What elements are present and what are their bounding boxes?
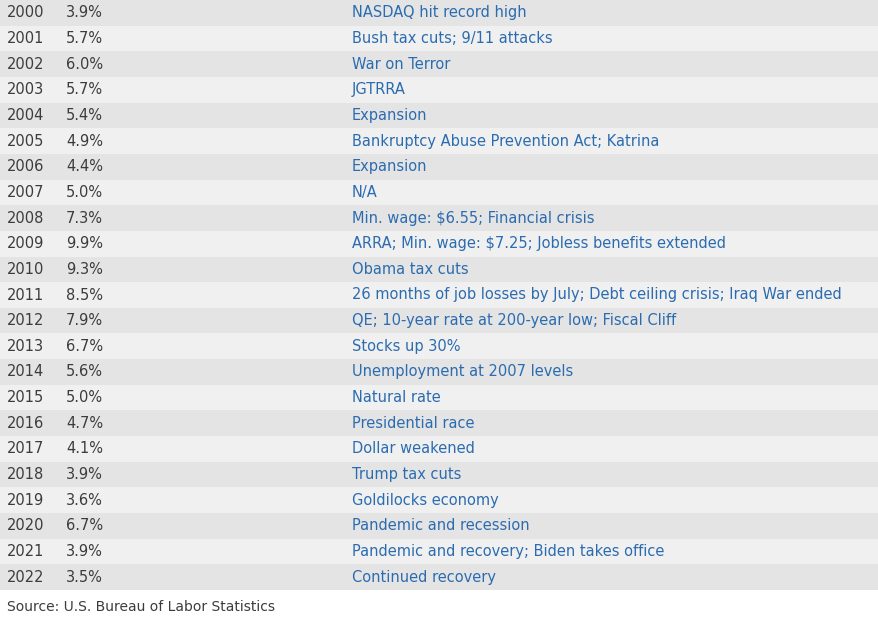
Text: Continued recovery: Continued recovery	[351, 570, 495, 585]
Text: 2021: 2021	[7, 544, 45, 559]
FancyBboxPatch shape	[0, 26, 878, 51]
Text: 4.9%: 4.9%	[66, 134, 103, 149]
Text: NASDAQ hit record high: NASDAQ hit record high	[351, 6, 526, 21]
Text: 2018: 2018	[7, 467, 44, 482]
FancyBboxPatch shape	[0, 77, 878, 102]
Text: 4.1%: 4.1%	[66, 441, 103, 456]
Text: 3.9%: 3.9%	[66, 467, 103, 482]
Text: 8.5%: 8.5%	[66, 288, 103, 303]
Text: Source: U.S. Bureau of Labor Statistics: Source: U.S. Bureau of Labor Statistics	[7, 600, 275, 614]
Text: 2004: 2004	[7, 108, 45, 123]
FancyBboxPatch shape	[0, 590, 878, 624]
Text: Expansion: Expansion	[351, 159, 427, 174]
Text: 3.9%: 3.9%	[66, 544, 103, 559]
FancyBboxPatch shape	[0, 205, 878, 231]
Text: 5.6%: 5.6%	[66, 364, 103, 379]
FancyBboxPatch shape	[0, 129, 878, 154]
FancyBboxPatch shape	[0, 51, 878, 77]
Text: 2012: 2012	[7, 313, 45, 328]
Text: ARRA; Min. wage: $7.25; Jobless benefits extended: ARRA; Min. wage: $7.25; Jobless benefits…	[351, 236, 724, 251]
Text: 2015: 2015	[7, 390, 44, 405]
Text: 2020: 2020	[7, 519, 45, 534]
Text: 2007: 2007	[7, 185, 45, 200]
Text: 2022: 2022	[7, 570, 45, 585]
FancyBboxPatch shape	[0, 333, 878, 359]
Text: 5.7%: 5.7%	[66, 31, 103, 46]
Text: 3.5%: 3.5%	[66, 570, 103, 585]
Text: Pandemic and recovery; Biden takes office: Pandemic and recovery; Biden takes offic…	[351, 544, 663, 559]
FancyBboxPatch shape	[0, 180, 878, 205]
Text: Stocks up 30%: Stocks up 30%	[351, 339, 459, 354]
Text: 3.6%: 3.6%	[66, 493, 103, 508]
FancyBboxPatch shape	[0, 102, 878, 129]
FancyBboxPatch shape	[0, 256, 878, 282]
Text: 5.4%: 5.4%	[66, 108, 103, 123]
Text: Presidential race: Presidential race	[351, 416, 473, 431]
Text: 9.9%: 9.9%	[66, 236, 103, 251]
FancyBboxPatch shape	[0, 359, 878, 385]
Text: Trump tax cuts: Trump tax cuts	[351, 467, 460, 482]
Text: 26 months of job losses by July; Debt ceiling crisis; Iraq War ended: 26 months of job losses by July; Debt ce…	[351, 288, 840, 303]
Text: 2000: 2000	[7, 6, 45, 21]
Text: Dollar weakened: Dollar weakened	[351, 441, 474, 456]
Text: QE; 10-year rate at 200-year low; Fiscal Cliff: QE; 10-year rate at 200-year low; Fiscal…	[351, 313, 675, 328]
Text: 4.7%: 4.7%	[66, 416, 103, 431]
Text: 5.0%: 5.0%	[66, 390, 103, 405]
FancyBboxPatch shape	[0, 308, 878, 333]
Text: Bush tax cuts; 9/11 attacks: Bush tax cuts; 9/11 attacks	[351, 31, 551, 46]
Text: Pandemic and recession: Pandemic and recession	[351, 519, 529, 534]
Text: 4.4%: 4.4%	[66, 159, 103, 174]
Text: 2006: 2006	[7, 159, 45, 174]
FancyBboxPatch shape	[0, 487, 878, 513]
Text: Bankruptcy Abuse Prevention Act; Katrina: Bankruptcy Abuse Prevention Act; Katrina	[351, 134, 658, 149]
Text: 7.3%: 7.3%	[66, 210, 103, 225]
Text: War on Terror: War on Terror	[351, 57, 450, 72]
Text: 2005: 2005	[7, 134, 45, 149]
Text: 2003: 2003	[7, 82, 44, 97]
Text: 2009: 2009	[7, 236, 45, 251]
Text: 2010: 2010	[7, 262, 45, 277]
Text: Natural rate: Natural rate	[351, 390, 440, 405]
FancyBboxPatch shape	[0, 231, 878, 256]
Text: 2001: 2001	[7, 31, 45, 46]
FancyBboxPatch shape	[0, 282, 878, 308]
Text: 2016: 2016	[7, 416, 44, 431]
Text: Goldilocks economy: Goldilocks economy	[351, 493, 498, 508]
Text: Min. wage: $6.55; Financial crisis: Min. wage: $6.55; Financial crisis	[351, 210, 594, 225]
Text: Obama tax cuts: Obama tax cuts	[351, 262, 468, 277]
FancyBboxPatch shape	[0, 539, 878, 564]
Text: Expansion: Expansion	[351, 108, 427, 123]
Text: Unemployment at 2007 levels: Unemployment at 2007 levels	[351, 364, 572, 379]
FancyBboxPatch shape	[0, 513, 878, 539]
Text: 2008: 2008	[7, 210, 45, 225]
FancyBboxPatch shape	[0, 154, 878, 180]
Text: 6.0%: 6.0%	[66, 57, 103, 72]
Text: JGTRRA: JGTRRA	[351, 82, 405, 97]
FancyBboxPatch shape	[0, 0, 878, 26]
Text: 6.7%: 6.7%	[66, 339, 103, 354]
FancyBboxPatch shape	[0, 462, 878, 487]
Text: N/A: N/A	[351, 185, 377, 200]
Text: 3.9%: 3.9%	[66, 6, 103, 21]
Text: 6.7%: 6.7%	[66, 519, 103, 534]
FancyBboxPatch shape	[0, 564, 878, 590]
Text: 7.9%: 7.9%	[66, 313, 103, 328]
Text: 5.0%: 5.0%	[66, 185, 103, 200]
FancyBboxPatch shape	[0, 411, 878, 436]
FancyBboxPatch shape	[0, 385, 878, 411]
Text: 2017: 2017	[7, 441, 45, 456]
Text: 2013: 2013	[7, 339, 44, 354]
Text: 2002: 2002	[7, 57, 45, 72]
Text: 5.7%: 5.7%	[66, 82, 103, 97]
Text: 9.3%: 9.3%	[66, 262, 103, 277]
Text: 2011: 2011	[7, 288, 44, 303]
Text: 2014: 2014	[7, 364, 44, 379]
Text: 2019: 2019	[7, 493, 44, 508]
FancyBboxPatch shape	[0, 436, 878, 462]
